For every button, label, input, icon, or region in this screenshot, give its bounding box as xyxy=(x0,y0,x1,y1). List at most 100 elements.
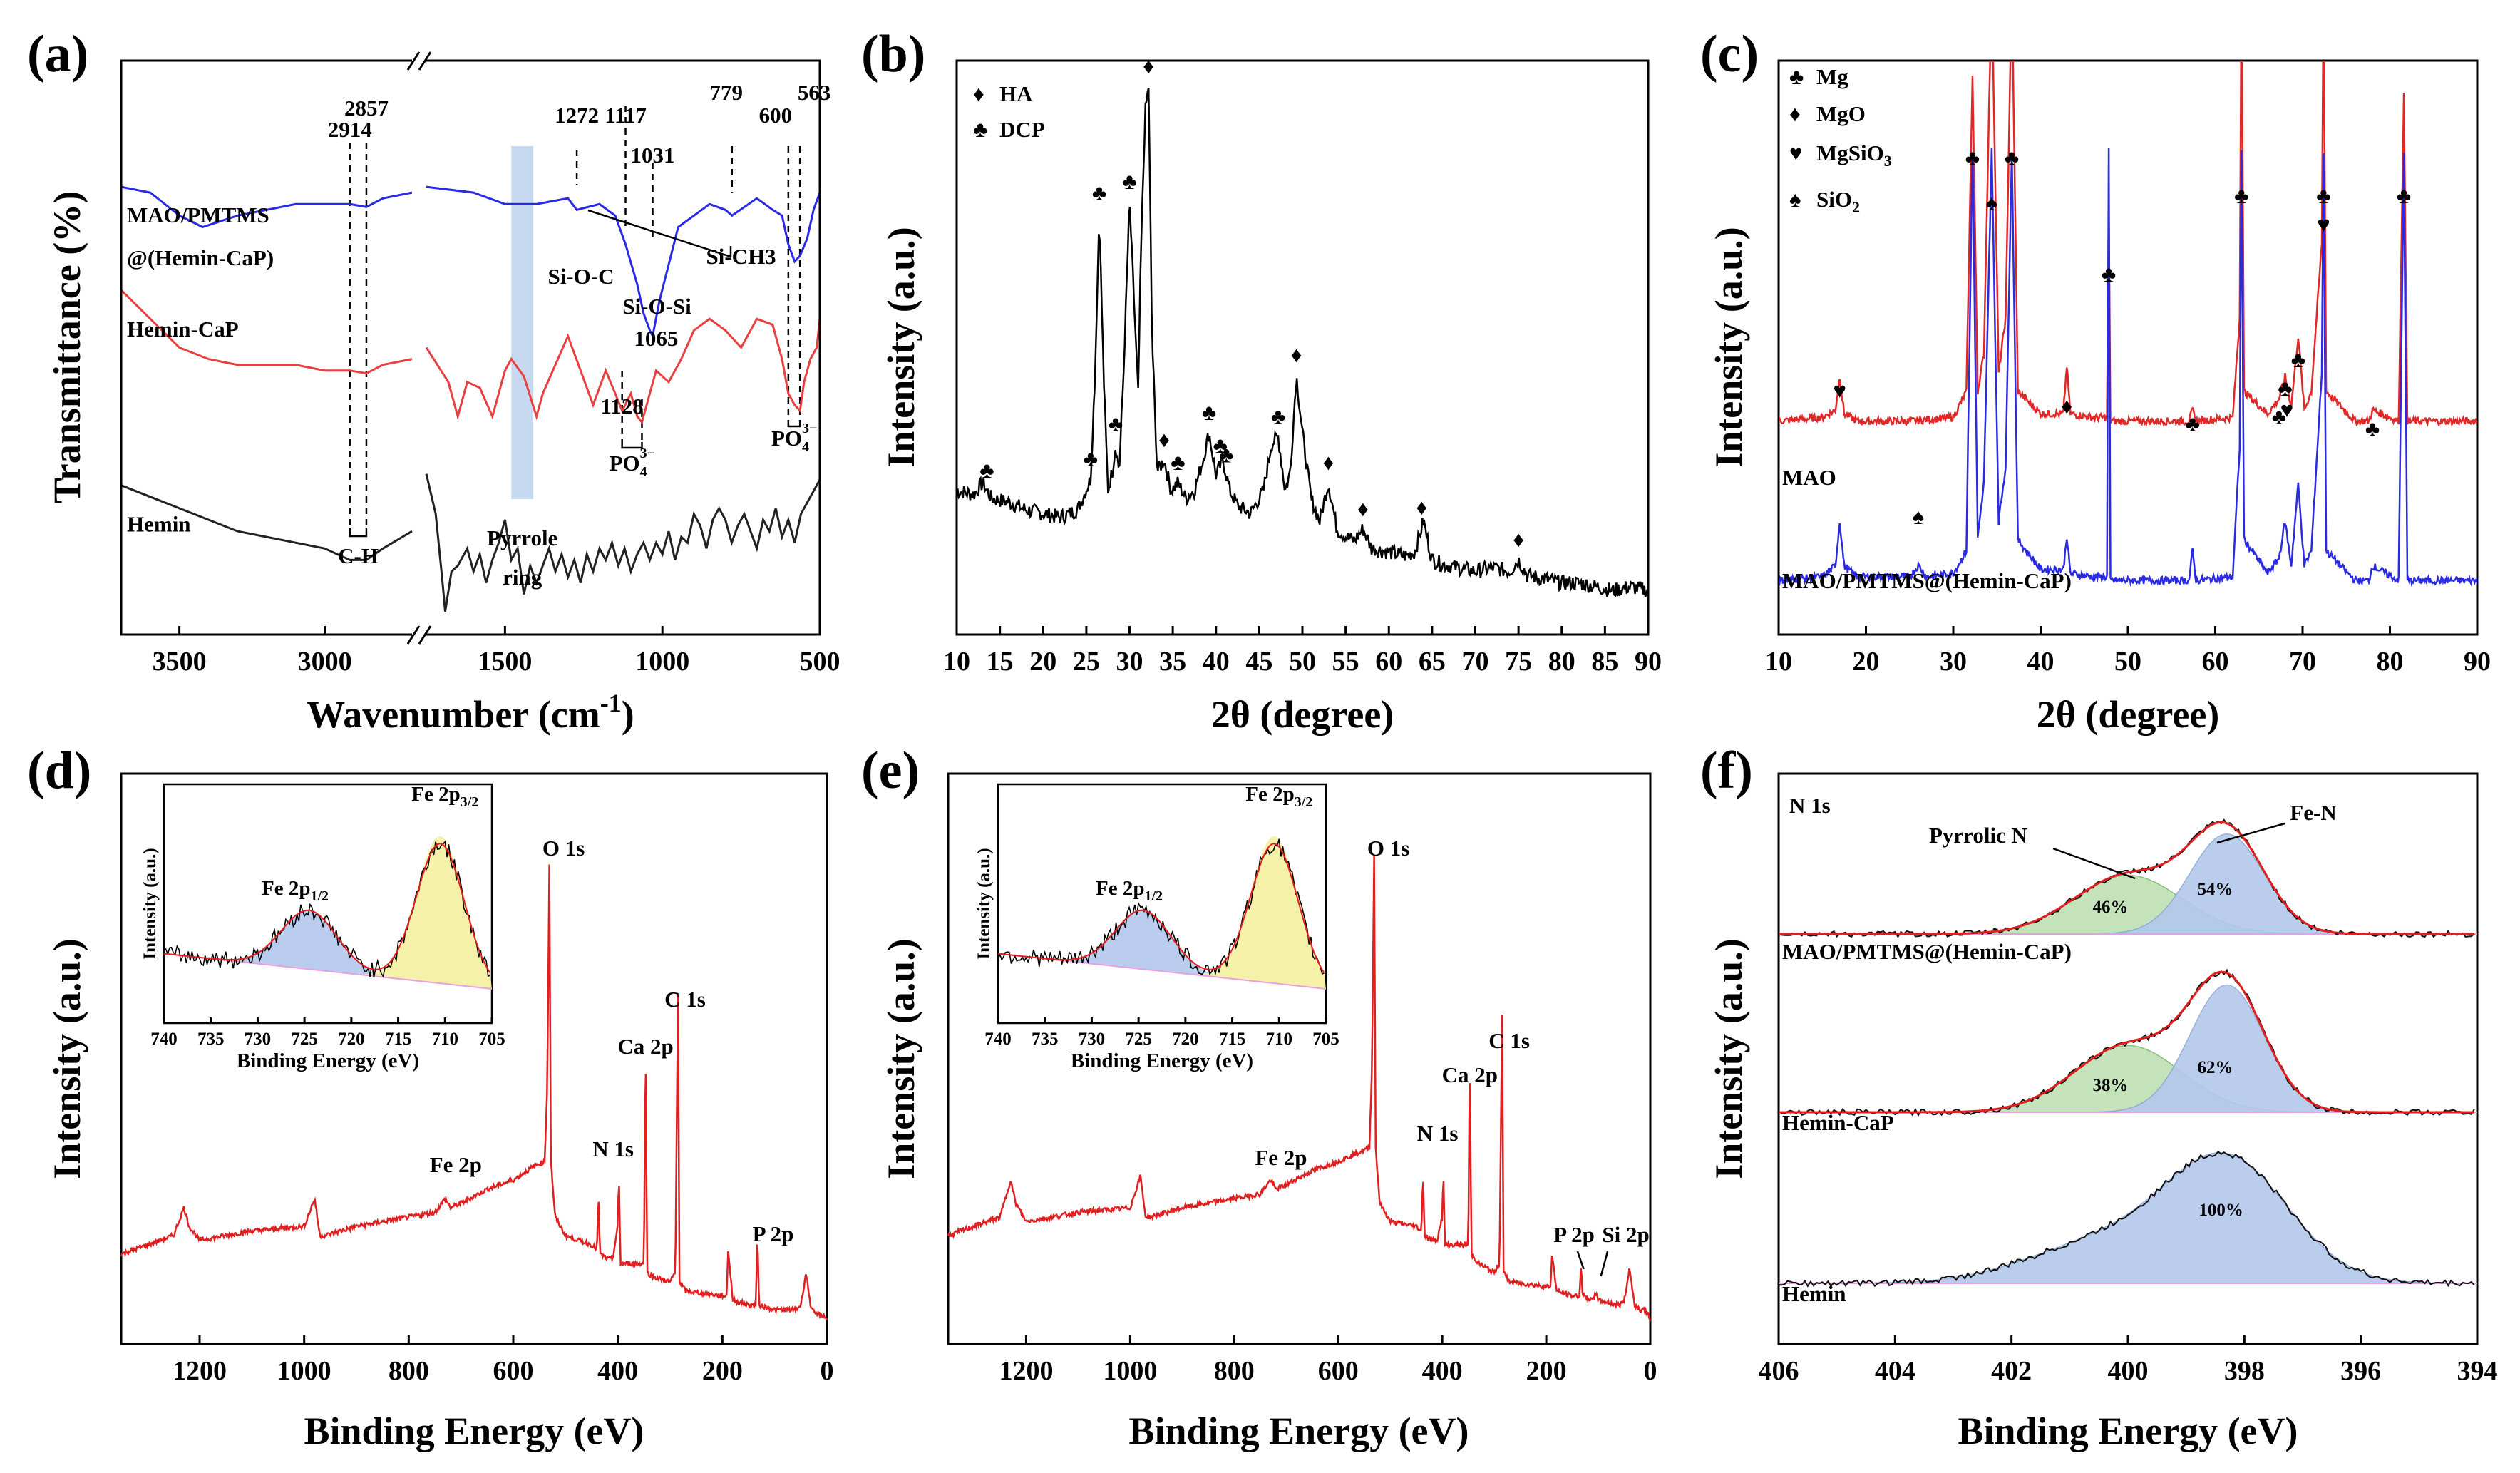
po4-subscript: 4 xyxy=(802,439,809,455)
legend-mgo-symbol: ♦ xyxy=(1789,101,1801,126)
xrd-b-tick-label-75: 75 xyxy=(1505,647,1532,677)
inset-raw-line xyxy=(997,838,1325,976)
ftir-annotation: 1065 xyxy=(634,326,678,351)
fe-n-arrow xyxy=(2216,822,2285,844)
inset-ylabel: Intensity (a.u.) xyxy=(140,848,160,959)
panel-f: (f) N 1s MAO/PMTMS@(Hemin-CaP) 46% 54% Hemi… xyxy=(1700,741,2498,1452)
xps-peak-label: Fe 2p xyxy=(430,1152,482,1177)
inset-peak-sub: 1/2 xyxy=(1144,888,1163,904)
panel-e-xticks: 1200 1000 800 600 400 200 0 xyxy=(999,1335,1657,1386)
panel-label-f: (f) xyxy=(1700,741,1753,800)
ftir-line-0-low xyxy=(426,185,820,340)
panel-c-series xyxy=(1779,61,2477,587)
legend-ha-symbol: ♦ xyxy=(973,81,984,106)
xps-e-tick-label-800: 800 xyxy=(1214,1356,1255,1386)
panel-d-ylabel: Intensity (a.u.) xyxy=(46,938,88,1179)
p2p-arrow xyxy=(1576,1251,1585,1270)
legend-dcp-label: DCP xyxy=(999,117,1045,142)
xrd-c-marker-10: ♣ xyxy=(2278,376,2292,401)
ftir-series-label: Hemin xyxy=(127,512,191,537)
xps-peak-label: Ca 2p xyxy=(1442,1062,1498,1087)
xrd-peak-marker: ♣ xyxy=(1219,442,1233,467)
xrd-b-tick-label-85: 85 xyxy=(1591,647,1618,677)
n1s-tick-label-402: 402 xyxy=(1991,1356,2032,1386)
inset-tick-label: 720 xyxy=(338,1030,365,1049)
inset-tick-label: 720 xyxy=(1172,1030,1199,1049)
n1s-spectrum-name-0: MAO/PMTMS@(Hemin-CaP) xyxy=(1782,939,2072,964)
panel-f-xlabel: Binding Energy (eV) xyxy=(1958,1410,2298,1452)
panel-d-peak-labels: O 1s C 1s Ca 2p N 1s Fe 2p P 2p xyxy=(430,836,794,1246)
ftir-annotation: 1117 xyxy=(605,103,647,128)
inset-fit-line xyxy=(997,843,1325,973)
legend-mgsio3-symbol: ♥ xyxy=(1789,140,1802,165)
ftir-annotation: 2857 xyxy=(344,96,389,120)
xrd-c-marker-3: ♠ xyxy=(1986,190,1997,215)
xrd-b-tick-label-60: 60 xyxy=(1375,647,1402,677)
xrd-c-tick-label-40: 40 xyxy=(2027,647,2054,677)
panel-c-series-label-mao: MAO xyxy=(1782,465,1836,490)
xps-peak-label: P 2p xyxy=(1553,1222,1595,1247)
xps-d-tick-label-1000: 1000 xyxy=(277,1356,331,1386)
xrd-c-marker-11: ♥ xyxy=(2280,397,2293,422)
panel-e-ylabel: Intensity (a.u.) xyxy=(880,938,922,1179)
xrd-b-tick-label-30: 30 xyxy=(1116,647,1143,677)
xps-peak-label: Ca 2p xyxy=(617,1034,673,1059)
xrd-c-tick-label-20: 20 xyxy=(1853,647,1880,677)
panel-c-legend: ♣ Mg ♦ MgO ♥ MgSiO3 ♠ SiO2 xyxy=(1789,64,1892,216)
xrd-peak-marker: ♦ xyxy=(1158,427,1170,452)
ftir-annotation: C-H xyxy=(338,543,379,568)
xrd-c-marker-7: ♣ xyxy=(2185,411,2199,436)
xrd-peak-marker: ♣ xyxy=(1092,180,1106,205)
xrd-c-marker-6: ♣ xyxy=(2102,262,2116,287)
legend-sio2-symbol: ♠ xyxy=(1789,187,1801,212)
xps-peak-label: Fe 2p xyxy=(1255,1145,1307,1170)
n1s-fen-fill-2 xyxy=(1779,1152,2478,1284)
inset-fit-line xyxy=(163,843,491,973)
n1s-fen-pct-1: 62% xyxy=(2198,1058,2233,1077)
xps-survey-line xyxy=(120,864,828,1320)
n1s-tick-label-398: 398 xyxy=(2224,1356,2265,1386)
ftir-line-2-low xyxy=(425,473,820,612)
ftir-annotation: 2914 xyxy=(328,117,372,142)
inset-tick-label: 705 xyxy=(1312,1030,1339,1049)
xps-peak-label: P 2p xyxy=(753,1221,794,1246)
n1s-spectrum-name-1: Hemin-CaP xyxy=(1782,1110,1894,1135)
inset-tick-label: 725 xyxy=(291,1030,318,1049)
panel-a: (a) MAO/PMTMS@(Hemin-CaP)Hemin-CaPHemin … xyxy=(27,25,840,736)
inset-fe-2p12-fill xyxy=(164,910,492,989)
ftir-annotation: 563 xyxy=(798,80,831,105)
n1s-tick-label-400: 400 xyxy=(2108,1356,2149,1386)
pyrrolic-n-label: Pyrrolic N xyxy=(1929,823,2027,848)
xrd-c-line-0 xyxy=(1779,61,2477,428)
si-ch3-pointer xyxy=(587,209,731,258)
xrd-peak-marker: ♣ xyxy=(1271,404,1285,428)
xrd-b-tick-label-20: 20 xyxy=(1029,647,1056,677)
legend-sio2-label: SiO2 xyxy=(1816,187,1860,216)
inset-tick-label: 710 xyxy=(1266,1030,1293,1049)
inset-fe-2p12-fill xyxy=(998,910,1326,989)
xps-peak-label: C 1s xyxy=(664,987,706,1012)
n1s-pyrrolic-pct-0: 46% xyxy=(2093,898,2129,917)
xps-d-tick-label-0: 0 xyxy=(821,1356,834,1386)
xrd-peak-marker: ♣ xyxy=(1084,446,1098,471)
panel-d-xticks: 1200 1000 800 600 400 200 0 xyxy=(173,1335,834,1386)
ftir-annotation: Si-O-C xyxy=(547,264,614,289)
panel-b-frame xyxy=(955,59,1650,636)
panel-b-ylabel: Intensity (a.u.) xyxy=(880,227,922,468)
xrd-c-tick-label-80: 80 xyxy=(2377,647,2404,677)
n1s-spectrum-name-2: Hemin xyxy=(1782,1281,1846,1306)
fe-n-label: Fe-N xyxy=(2290,800,2336,825)
xrd-c-marker-0: ♥ xyxy=(1834,378,1846,403)
ftir-line-1-low xyxy=(425,317,820,425)
panel-a-xticks: 3500 3000 1500 1000 500 xyxy=(153,626,840,677)
xps-d-tick-label-1200: 1200 xyxy=(173,1356,227,1386)
inset-tick-label: 715 xyxy=(1219,1030,1246,1049)
inset-fe-2p32-fill xyxy=(998,836,1326,989)
n1s-fen-pct-0: 54% xyxy=(2198,880,2233,899)
panel-b-legend: ♦ HA ♣ DCP xyxy=(973,81,1045,142)
n1s-tick-label-406: 406 xyxy=(1759,1356,1799,1386)
n1s-raw-1 xyxy=(1778,968,2475,1117)
ftir-line-2-high xyxy=(121,484,413,561)
panel-d-inset: 740 735 730 725 720 715 710 705 Binding Energy (… xyxy=(140,783,505,1072)
xrd-c-marker-2: ♣ xyxy=(1965,145,1980,170)
